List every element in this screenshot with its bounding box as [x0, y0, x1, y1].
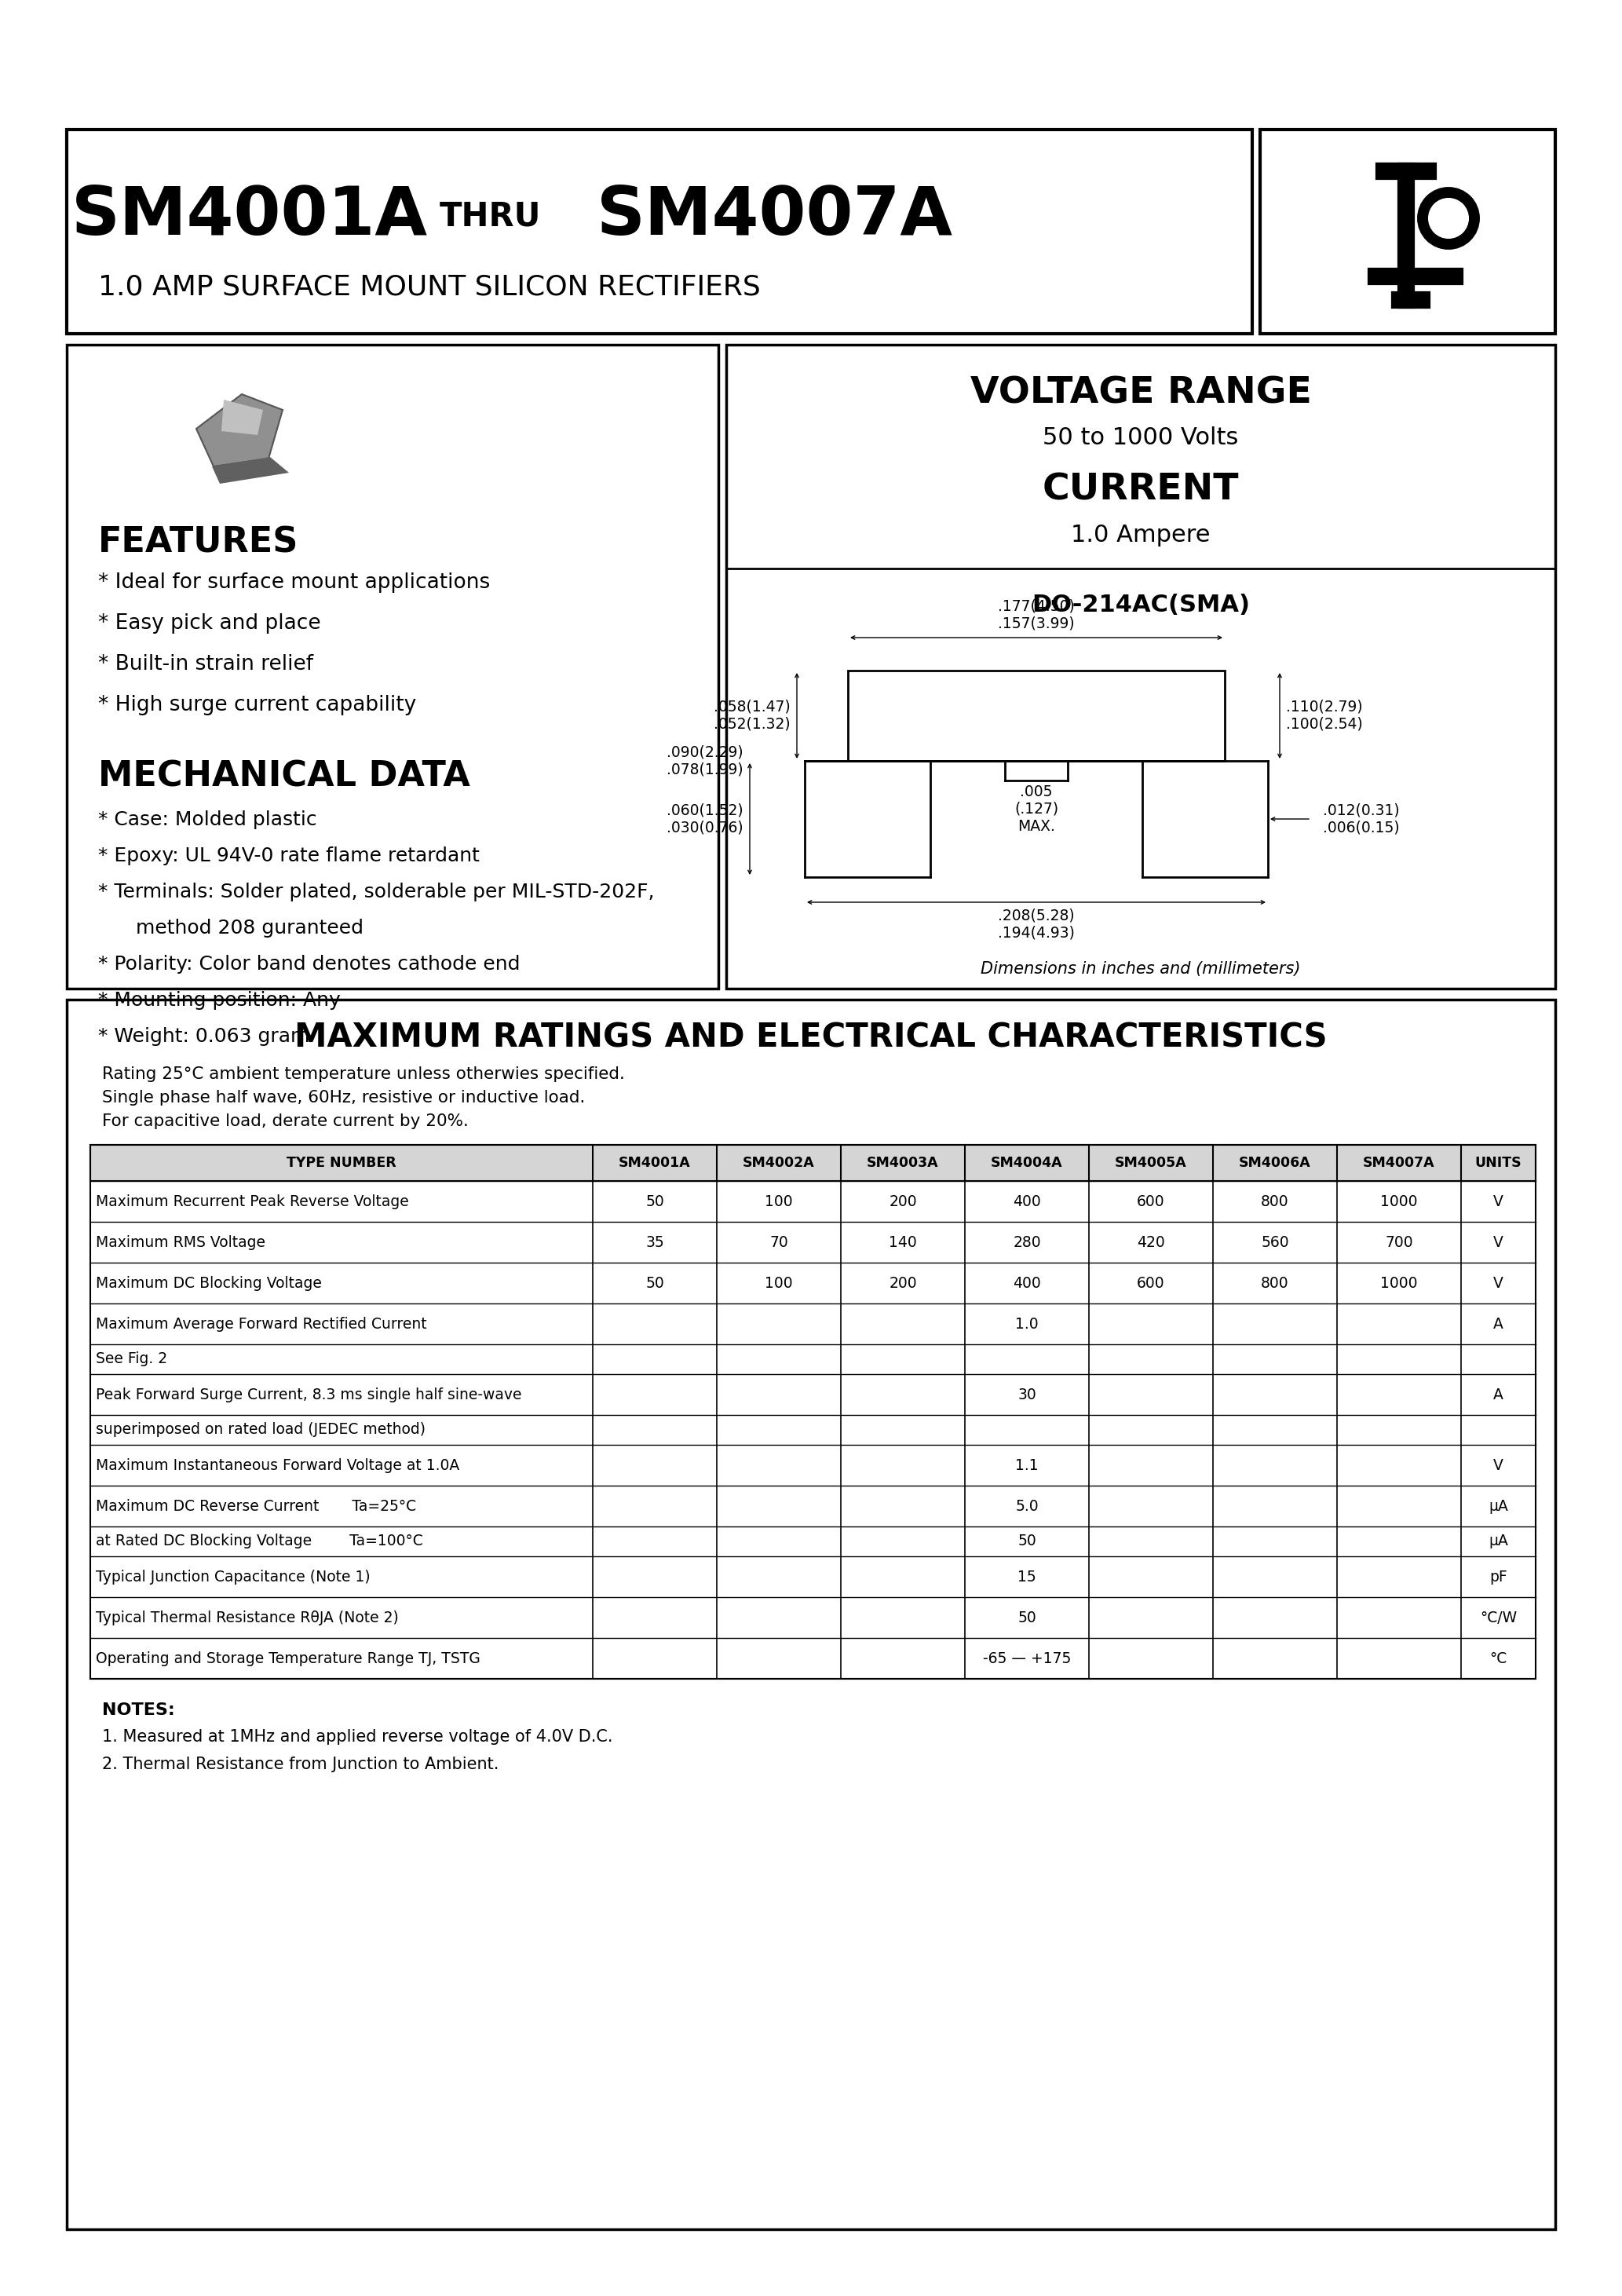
Text: VOLTAGE RANGE: VOLTAGE RANGE [970, 377, 1312, 411]
Text: SM4002A: SM4002A [743, 1155, 814, 1171]
Text: Maximum DC Reverse Current       Ta=25°C: Maximum DC Reverse Current Ta=25°C [96, 1499, 417, 1513]
Text: 100: 100 [766, 1194, 793, 1210]
Text: method 208 guranteed: method 208 guranteed [99, 918, 363, 937]
Bar [727, 344, 1555, 990]
Text: 700: 700 [1385, 1235, 1413, 1249]
Text: A: A [1494, 1316, 1504, 1332]
Text: V: V [1494, 1458, 1504, 1472]
Text: 1000: 1000 [1380, 1277, 1418, 1290]
Text: TYPE NUMBER: TYPE NUMBER [287, 1155, 396, 1171]
Text: For capacitive load, derate current by 20%.: For capacitive load, derate current by 2… [102, 1114, 469, 1130]
Text: Maximum Recurrent Peak Reverse Voltage: Maximum Recurrent Peak Reverse Voltage [96, 1194, 409, 1210]
Text: UNITS: UNITS [1474, 1155, 1521, 1171]
Text: SM4005A: SM4005A [1114, 1155, 1187, 1171]
Text: SM4001A: SM4001A [618, 1155, 691, 1171]
Text: * Polarity: Color band denotes cathode end: * Polarity: Color band denotes cathode e… [99, 955, 521, 974]
Text: Rating 25°C ambient temperature unless otherwies specified.: Rating 25°C ambient temperature unless o… [102, 1065, 624, 1081]
Text: 50: 50 [646, 1194, 663, 1210]
Text: CURRENT: CURRENT [1043, 473, 1239, 507]
Text: .012(0.31)
.006(0.15): .012(0.31) .006(0.15) [1324, 804, 1400, 836]
Text: μA: μA [1489, 1499, 1508, 1513]
Text: V: V [1494, 1235, 1504, 1249]
Bar [1260, 129, 1555, 333]
Text: 800: 800 [1260, 1277, 1289, 1290]
Text: 50: 50 [1017, 1609, 1036, 1626]
Text: V: V [1494, 1277, 1504, 1290]
Text: * Terminals: Solder plated, solderable per MIL-STD-202F,: * Terminals: Solder plated, solderable p… [99, 882, 654, 902]
Text: superimposed on rated load (JEDEC method): superimposed on rated load (JEDEC method… [96, 1424, 425, 1437]
Bar [91, 1146, 1536, 1180]
Text: 420: 420 [1137, 1235, 1165, 1249]
Text: Typical Junction Capacitance (Note 1): Typical Junction Capacitance (Note 1) [96, 1568, 370, 1584]
Text: Typical Thermal Resistance RθJA (Note 2): Typical Thermal Resistance RθJA (Note 2) [96, 1609, 399, 1626]
Text: 50: 50 [1017, 1534, 1036, 1550]
Text: * Epoxy: UL 94V-0 rate flame retardant: * Epoxy: UL 94V-0 rate flame retardant [99, 847, 480, 866]
Text: 560: 560 [1260, 1235, 1289, 1249]
Text: FEATURES: FEATURES [99, 526, 298, 560]
Text: 1. Measured at 1MHz and applied reverse voltage of 4.0V D.C.: 1. Measured at 1MHz and applied reverse … [102, 1729, 613, 1745]
Text: V: V [1494, 1194, 1504, 1210]
Text: 5.0: 5.0 [1015, 1499, 1038, 1513]
Text: * High surge current capability: * High surge current capability [99, 696, 417, 716]
Text: * Ideal for surface mount applications: * Ideal for surface mount applications [99, 572, 490, 592]
Text: .058(1.47)
.052(1.32): .058(1.47) .052(1.32) [714, 700, 790, 732]
Text: .005
(.127)
MAX.: .005 (.127) MAX. [1014, 785, 1058, 833]
Bar [91, 1146, 1536, 1678]
Text: Maximum Average Forward Rectified Current: Maximum Average Forward Rectified Curren… [96, 1316, 427, 1332]
Text: 1000: 1000 [1380, 1194, 1418, 1210]
Text: 1.0 AMP SURFACE MOUNT SILICON RECTIFIERS: 1.0 AMP SURFACE MOUNT SILICON RECTIFIERS [99, 273, 761, 301]
Text: NOTES:: NOTES: [102, 1701, 175, 1717]
Text: .110(2.79)
.100(2.54): .110(2.79) .100(2.54) [1286, 700, 1362, 732]
Bar [67, 129, 1252, 333]
Text: 30: 30 [1017, 1387, 1036, 1403]
Text: SM4007A: SM4007A [1362, 1155, 1435, 1171]
Text: SM4001A: SM4001A [71, 184, 428, 248]
Text: °C/W: °C/W [1479, 1609, 1517, 1626]
Text: .177(4.50)
.157(3.99): .177(4.50) .157(3.99) [998, 599, 1075, 631]
Text: 1.0 Ampere: 1.0 Ampere [1071, 523, 1210, 546]
Text: MECHANICAL DATA: MECHANICAL DATA [99, 760, 470, 792]
Text: Peak Forward Surge Current, 8.3 ms single half sine-wave: Peak Forward Surge Current, 8.3 ms singl… [96, 1387, 522, 1403]
Text: SM4003A: SM4003A [866, 1155, 939, 1171]
Text: .208(5.28)
.194(4.93): .208(5.28) .194(4.93) [998, 909, 1075, 941]
Text: .090(2.29)
.078(1.99): .090(2.29) .078(1.99) [667, 744, 743, 776]
Text: 200: 200 [889, 1277, 916, 1290]
Text: MAXIMUM RATINGS AND ELECTRICAL CHARACTERISTICS: MAXIMUM RATINGS AND ELECTRICAL CHARACTER… [295, 1022, 1327, 1054]
Bar [91, 1146, 1536, 1180]
Text: * Easy pick and place: * Easy pick and place [99, 613, 321, 634]
Text: 70: 70 [769, 1235, 788, 1249]
Text: -65 — +175: -65 — +175 [983, 1651, 1071, 1667]
Text: °C: °C [1489, 1651, 1507, 1667]
Bar [848, 670, 1225, 760]
Text: 400: 400 [1012, 1194, 1041, 1210]
Text: Maximum RMS Voltage: Maximum RMS Voltage [96, 1235, 266, 1249]
Text: DO-214AC(SMA): DO-214AC(SMA) [1032, 595, 1251, 615]
Text: 15: 15 [1017, 1568, 1036, 1584]
Text: 280: 280 [1012, 1235, 1041, 1249]
Text: 100: 100 [766, 1277, 793, 1290]
Text: See Fig. 2: See Fig. 2 [96, 1352, 167, 1366]
Text: 1.1: 1.1 [1015, 1458, 1038, 1472]
Text: THRU: THRU [440, 200, 542, 232]
Text: 35: 35 [646, 1235, 663, 1249]
Text: SM4006A: SM4006A [1239, 1155, 1311, 1171]
Text: 800: 800 [1260, 1194, 1289, 1210]
Text: * Weight: 0.063 gram: * Weight: 0.063 gram [99, 1026, 310, 1047]
Text: 400: 400 [1012, 1277, 1041, 1290]
Text: 200: 200 [889, 1194, 916, 1210]
Polygon shape [221, 400, 263, 434]
Text: 600: 600 [1137, 1194, 1165, 1210]
Text: Dimensions in inches and (millimeters): Dimensions in inches and (millimeters) [981, 962, 1301, 976]
Text: SM4004A: SM4004A [991, 1155, 1062, 1171]
Text: SM4007A: SM4007A [597, 184, 954, 248]
Text: 600: 600 [1137, 1277, 1165, 1290]
Text: 2. Thermal Resistance from Junction to Ambient.: 2. Thermal Resistance from Junction to A… [102, 1756, 500, 1773]
Text: * Mounting position: Any: * Mounting position: Any [99, 992, 341, 1010]
Text: .060(1.52)
.030(0.76): .060(1.52) .030(0.76) [667, 804, 743, 836]
Text: Maximum DC Blocking Voltage: Maximum DC Blocking Voltage [96, 1277, 321, 1290]
Polygon shape [196, 395, 282, 466]
Text: Operating and Storage Temperature Range TJ, TSTG: Operating and Storage Temperature Range … [96, 1651, 480, 1667]
Text: 1.0: 1.0 [1015, 1316, 1038, 1332]
Text: pF: pF [1489, 1568, 1507, 1584]
Text: at Rated DC Blocking Voltage        Ta=100°C: at Rated DC Blocking Voltage Ta=100°C [96, 1534, 423, 1550]
